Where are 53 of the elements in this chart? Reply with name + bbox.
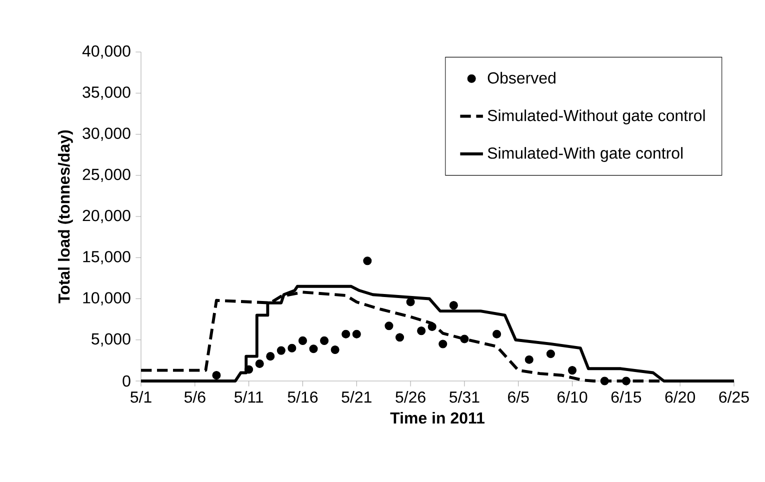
point [449,301,458,310]
point [288,344,296,352]
y-tick-label: 20,000 [82,210,130,224]
legend-label: Simulated-Without gate control [488,109,705,124]
point [492,330,502,338]
point [438,340,448,348]
x-tick-label: 6/25 [719,391,749,403]
legend-label: Observed [488,72,556,84]
y-tick-label: 15,000 [83,251,130,264]
y-tick-label: 30,000 [82,128,130,141]
x-tick-label: 5/26 [396,391,426,403]
point [568,366,577,375]
point [298,336,307,345]
y-axis-title: Total load (tonnes/day) [58,130,73,304]
point [244,365,254,374]
x-tick-label: 5/6 [184,391,206,403]
point [524,355,534,364]
point [255,359,264,368]
x-axis-title: Time in 2011 [390,412,484,424]
point [417,326,426,336]
point [363,256,372,266]
x-tick-label: 6/10 [558,391,588,403]
point [276,346,286,355]
x-tick-label: 5/16 [288,391,318,403]
y-tick-label: 40,000 [82,45,130,59]
point [395,333,404,342]
point [600,376,609,386]
point [384,322,394,330]
point [330,345,340,354]
y-tick-label: 0 [122,375,130,387]
point [266,352,275,361]
y-tick-label: 25,000 [82,168,130,182]
x-tick-label: 6/5 [508,391,529,403]
point [342,330,350,338]
point [428,322,436,331]
point [212,370,221,380]
point [309,344,318,354]
y-tick-label: 10,000 [83,292,130,306]
x-tick-label: 6/15 [611,391,642,403]
point [546,350,555,358]
point [406,298,415,306]
x-tick-label: 6/20 [665,391,696,403]
x-tick-label: 5/31 [450,391,480,403]
x-tick-label: 5/1 [130,391,152,403]
point [460,334,469,344]
y-tick-label: 35,000 [82,86,130,100]
y-tick-label: 5,000 [92,333,130,346]
point [622,376,630,386]
point [320,336,329,345]
point [352,330,361,338]
x-tick-label: 5/11 [234,391,264,403]
legend-label: Simulated-With gate control [488,147,683,162]
x-tick-label: 5/21 [342,391,372,403]
